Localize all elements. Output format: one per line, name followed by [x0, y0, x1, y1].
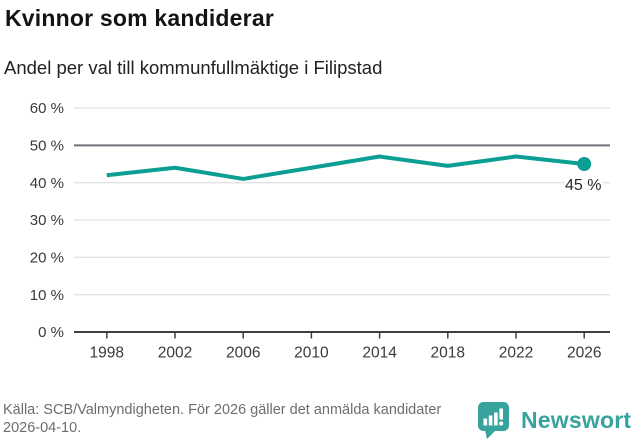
x-axis-label: 2006 — [226, 345, 260, 362]
y-axis-label: 60 % — [30, 100, 64, 117]
y-axis-label: 10 % — [30, 287, 64, 304]
x-axis-label: 2014 — [362, 345, 397, 362]
y-axis-label: 50 % — [30, 138, 64, 155]
chart-x-axis-labels: 1998 2002 2006 2010 2014 2018 2022 2026 — [90, 345, 602, 362]
x-axis-label: 1998 — [90, 345, 124, 362]
x-axis-label: 2002 — [158, 345, 192, 362]
chart-gridlines — [74, 107, 610, 296]
end-value-label: 45 % — [565, 177, 601, 194]
data-series-line — [106, 154, 585, 181]
x-axis-label: 2010 — [294, 345, 329, 362]
y-axis-label: 20 % — [30, 250, 64, 267]
newsworthy-logo-icon — [478, 402, 509, 439]
newsworthy-brand: Newsworthy — [477, 401, 631, 439]
chart-y-axis-labels: 0 % 10 % 20 % 30 % 40 % 50 % 60 % — [30, 100, 64, 341]
x-axis-label: 2026 — [567, 345, 601, 362]
y-axis-label: 0 % — [38, 324, 64, 341]
bar-chart-icon — [483, 408, 504, 426]
y-axis-label: 40 % — [30, 175, 64, 192]
chart-x-axis — [74, 331, 610, 339]
x-axis-label: 2022 — [499, 345, 533, 362]
x-axis-label: 2018 — [431, 345, 465, 362]
y-axis-label: 30 % — [30, 212, 64, 229]
source-note: Källa: SCB/Valmyndigheten. För 2026 gäll… — [3, 402, 442, 436]
brand-name: Newsworthy — [521, 406, 631, 433]
page-title: Kvinnor som kandiderar — [5, 5, 274, 31]
page-subtitle: Andel per val till kommunfullmäktige i F… — [4, 57, 383, 78]
end-point-marker — [577, 157, 592, 171]
